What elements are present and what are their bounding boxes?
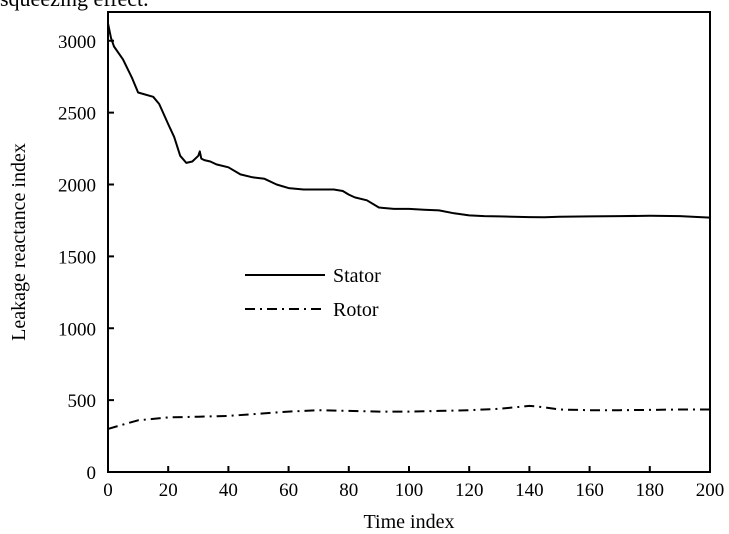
series-line-stator <box>107 23 711 219</box>
y-axis-ticks: 0 500 1000 1500 2000 2500 3000 <box>58 32 114 484</box>
legend: Stator Rotor <box>245 265 381 321</box>
y-tick-label: 2500 <box>58 104 96 125</box>
x-tick-label: 160 <box>575 480 604 501</box>
y-tick-label: 1500 <box>58 247 96 268</box>
y-tick-label: 3000 <box>58 32 96 53</box>
x-axis-ticks: 0 20 40 60 80 100 120 140 160 180 200 <box>103 466 724 501</box>
x-tick-label: 0 <box>103 480 113 501</box>
y-axis-label: Leakage reactance index <box>8 143 30 341</box>
x-tick-label: 20 <box>159 480 178 501</box>
series-line-rotor <box>107 404 710 430</box>
x-tick-label: 100 <box>395 480 424 501</box>
x-axis-label: Time index <box>364 511 455 533</box>
plot-frame <box>107 11 711 473</box>
x-tick-label: 40 <box>219 480 238 501</box>
x-tick-label: 200 <box>696 480 725 501</box>
x-tick-label: 180 <box>636 480 665 501</box>
x-tick-label: 60 <box>279 480 298 501</box>
series-lines <box>107 23 711 430</box>
x-tick-label: 140 <box>515 480 544 501</box>
legend-label-rotor: Rotor <box>333 299 379 321</box>
y-tick-label: 1000 <box>58 319 96 340</box>
x-tick-label: 80 <box>339 480 358 501</box>
y-tick-label: 500 <box>68 391 97 412</box>
y-tick-label: 0 <box>87 463 97 484</box>
y-tick-label: 2000 <box>58 176 96 197</box>
x-tick-label: 120 <box>455 480 484 501</box>
legend-label-stator: Stator <box>333 265 381 287</box>
caption-fragment: squeezing effect. <box>0 0 149 12</box>
